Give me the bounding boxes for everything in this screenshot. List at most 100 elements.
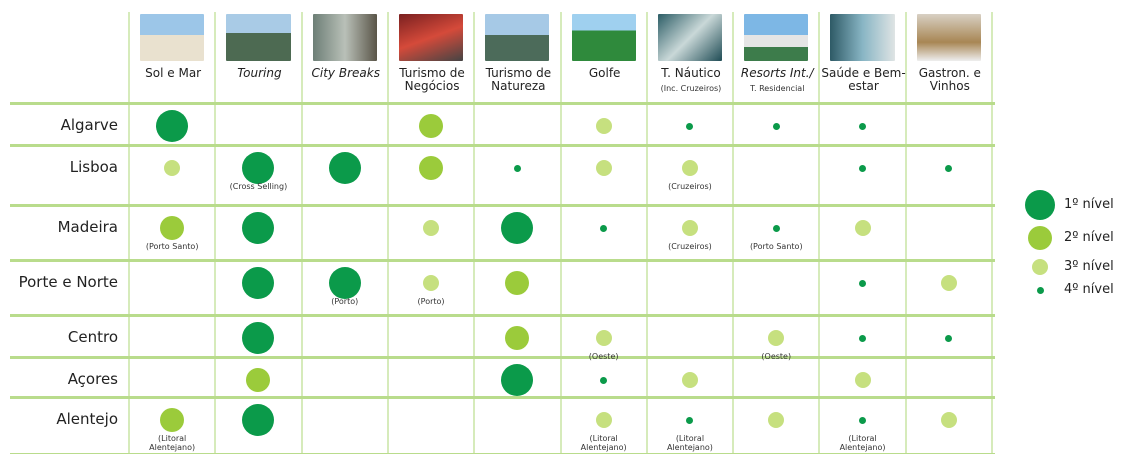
- level-dot: [242, 322, 274, 354]
- level-dot: [596, 330, 612, 346]
- cell-note: (Cross Selling): [226, 182, 290, 191]
- level-dot: [505, 326, 529, 350]
- level-dot: [600, 377, 607, 384]
- level-dot: [686, 123, 693, 130]
- level-dot: [945, 165, 952, 172]
- level-dot: [859, 280, 866, 287]
- row-line: [10, 259, 995, 262]
- row-label: Centro: [0, 328, 118, 346]
- level-dot: [682, 160, 698, 176]
- column-image: [140, 14, 204, 61]
- row-label: Algarve: [0, 116, 118, 134]
- level-dot: [514, 165, 521, 172]
- level-dot: [242, 267, 274, 299]
- level-dot: [773, 123, 780, 130]
- level-dot: [682, 220, 698, 236]
- legend-dot: [1032, 259, 1048, 275]
- legend-dot: [1037, 287, 1044, 294]
- cell-note: (Porto): [313, 297, 377, 306]
- legend-dot: [1028, 226, 1052, 250]
- level-dot: [859, 165, 866, 172]
- column-label: Turismo de Natureza: [475, 67, 561, 93]
- cell-note: (Litoral Alentejano): [831, 434, 895, 452]
- level-dot: [859, 335, 866, 342]
- column-sublabel: T. Residencial: [734, 84, 820, 93]
- level-dot: [768, 412, 784, 428]
- level-dot: [160, 408, 184, 432]
- column-label: Gastron. e Vinhos: [907, 67, 993, 93]
- legend-label: 2º nível: [1064, 230, 1114, 245]
- column-image: [399, 14, 463, 61]
- row-label: Alentejo: [0, 410, 118, 428]
- row-line: [10, 144, 995, 147]
- row-label: Açores: [0, 370, 118, 388]
- column-label: Saúde e Bem-estar: [820, 67, 906, 93]
- legend-dot: [1025, 190, 1055, 220]
- level-dot: [596, 160, 612, 176]
- level-dot: [686, 417, 693, 424]
- cell-note: (Litoral Alentejano): [572, 434, 636, 452]
- level-dot: [501, 212, 533, 244]
- level-dot: [682, 372, 698, 388]
- level-dot: [329, 152, 361, 184]
- column-image: [658, 14, 722, 61]
- cell-note: (Oeste): [744, 352, 808, 361]
- level-dot: [242, 212, 274, 244]
- cell-note: (Porto): [399, 297, 463, 306]
- column-image: [226, 14, 290, 61]
- level-dot: [160, 216, 184, 240]
- cell-note: (Litoral Alentejano): [140, 434, 204, 452]
- level-dot: [768, 330, 784, 346]
- cell-note: (Cruzeiros): [658, 242, 722, 251]
- row-label: Porte e Norte: [0, 273, 118, 291]
- level-dot: [596, 118, 612, 134]
- level-dot: [246, 368, 270, 392]
- cell-note: (Oeste): [572, 352, 636, 361]
- column-image: [917, 14, 981, 61]
- column-label: T. Náutico: [648, 67, 734, 80]
- level-dot: [941, 412, 957, 428]
- level-dot: [859, 417, 866, 424]
- level-dot: [242, 152, 274, 184]
- row-label: Lisboa: [0, 158, 118, 176]
- level-dot: [501, 364, 533, 396]
- column-label: City Breaks: [303, 67, 389, 80]
- column-image: [485, 14, 549, 61]
- column-label: Golfe: [562, 67, 648, 80]
- level-dot: [419, 114, 443, 138]
- level-dot: [859, 123, 866, 130]
- column-image: [572, 14, 636, 61]
- column-image: [313, 14, 377, 61]
- legend-label: 3º nível: [1064, 259, 1114, 274]
- cell-note: (Porto Santo): [140, 242, 204, 251]
- level-dot: [423, 275, 439, 291]
- level-dot: [941, 275, 957, 291]
- level-dot: [164, 160, 180, 176]
- row-line: [10, 314, 995, 317]
- row-label: Madeira: [0, 218, 118, 236]
- level-dot: [242, 404, 274, 436]
- level-dot: [600, 225, 607, 232]
- tourism-matrix: Sol e MarTouringCity BreaksTurismo de Ne…: [0, 0, 1125, 454]
- level-dot: [855, 372, 871, 388]
- cell-note: (Cruzeiros): [658, 182, 722, 191]
- level-dot: [156, 110, 188, 142]
- column-label: Sol e Mar: [130, 67, 216, 80]
- column-sublabel: (Inc. Cruzeiros): [648, 84, 734, 93]
- level-dot: [419, 156, 443, 180]
- level-dot: [596, 412, 612, 428]
- row-line: [10, 356, 995, 359]
- level-dot: [945, 335, 952, 342]
- level-dot: [855, 220, 871, 236]
- cell-note: (Porto Santo): [744, 242, 808, 251]
- cell-note: (Litoral Alentejano): [658, 434, 722, 452]
- column-label: Touring: [216, 67, 302, 80]
- row-line: [10, 396, 995, 399]
- level-dot: [423, 220, 439, 236]
- column-image: [830, 14, 894, 61]
- column-image: [744, 14, 808, 61]
- level-dot: [773, 225, 780, 232]
- legend-label: 4º nível: [1064, 282, 1114, 297]
- level-dot: [505, 271, 529, 295]
- column-label: Turismo de Negócios: [389, 67, 475, 93]
